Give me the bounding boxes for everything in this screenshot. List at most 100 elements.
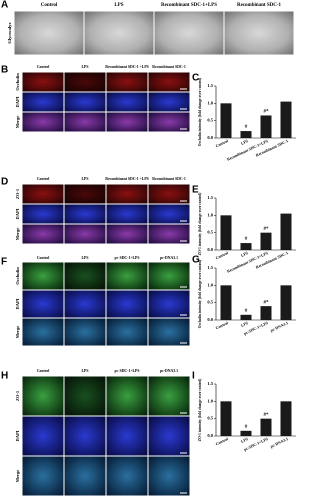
micrograph bbox=[64, 92, 106, 112]
y-tick-label: 0.0 bbox=[207, 247, 213, 252]
micrograph bbox=[22, 112, 64, 132]
micrograph bbox=[148, 416, 190, 456]
micrograph bbox=[106, 416, 148, 456]
micrograph bbox=[64, 204, 106, 224]
panel-letter: E bbox=[192, 185, 199, 196]
row-label: DAPI bbox=[15, 208, 20, 219]
y-tick-label: 0.5 bbox=[207, 416, 213, 421]
bar bbox=[260, 418, 272, 436]
bar bbox=[260, 232, 272, 250]
micrograph bbox=[148, 224, 190, 244]
bar bbox=[220, 401, 232, 436]
significance-mark: # bbox=[245, 237, 248, 242]
row-label: Occludin bbox=[15, 73, 20, 91]
micrograph bbox=[22, 184, 64, 204]
micrograph bbox=[84, 11, 154, 55]
x-tick-label: pc-DNA3.1 bbox=[269, 436, 288, 449]
row-label: DAPI bbox=[15, 430, 20, 441]
x-tick-label: Control bbox=[215, 320, 230, 331]
bar bbox=[260, 115, 272, 138]
micrograph bbox=[64, 456, 106, 496]
column-header: LPS bbox=[82, 256, 89, 260]
x-tick-label: LPS bbox=[240, 138, 249, 146]
micrograph bbox=[22, 224, 64, 244]
x-tick-label: Control bbox=[215, 138, 230, 149]
significance-mark: #* bbox=[264, 227, 270, 232]
micrograph bbox=[22, 416, 64, 456]
column-header: LPS bbox=[114, 3, 123, 8]
micrograph bbox=[154, 11, 224, 55]
micrograph bbox=[148, 112, 190, 132]
micrograph bbox=[148, 72, 190, 92]
y-axis-label: ZO-1 intensity (fold change over control… bbox=[198, 192, 202, 255]
column-header: pc-SDC-1+LPS bbox=[115, 369, 140, 373]
y-tick-label: 0.0 bbox=[207, 433, 213, 438]
panel-letter: A bbox=[1, 0, 8, 11]
micrograph bbox=[148, 290, 190, 318]
significance-mark: # bbox=[245, 309, 248, 314]
panel-letter: I bbox=[192, 371, 195, 382]
column-header: Recombinant SDC-1 +LPS bbox=[105, 65, 149, 69]
y-tick-label: 1.0 bbox=[207, 282, 213, 287]
micrograph bbox=[106, 290, 148, 318]
y-axis-label: ZO-1 intensity (fold change over control… bbox=[198, 378, 202, 441]
column-header: Control bbox=[37, 256, 50, 260]
micrograph bbox=[64, 290, 106, 318]
column-header: Recombinant SDC-1 bbox=[237, 3, 282, 8]
column-header: Recombinant SDC-1 +LPS bbox=[105, 177, 149, 181]
micrograph bbox=[64, 318, 106, 346]
significance-mark: # bbox=[245, 425, 248, 430]
micrograph bbox=[148, 376, 190, 416]
micrograph bbox=[22, 456, 64, 496]
micrograph bbox=[224, 11, 294, 55]
column-header: LPS bbox=[82, 65, 89, 69]
column-header: Recombinant SDC-1+LPS bbox=[161, 3, 217, 8]
figure: A Control LPS Recombinant SDC-1+LPS Recombin… bbox=[1, 0, 296, 496]
row-label: DAPI bbox=[15, 298, 20, 309]
micrograph bbox=[64, 112, 106, 132]
y-axis-label: Occludin intensity (fold change over con… bbox=[198, 77, 202, 146]
column-header: pc-SDC-1+LPS bbox=[115, 256, 140, 260]
micrograph bbox=[64, 376, 106, 416]
bar bbox=[280, 285, 292, 320]
significance-mark: # bbox=[245, 125, 248, 130]
y-tick-label: 0.5 bbox=[207, 230, 213, 235]
row-label: Occludin bbox=[15, 267, 20, 285]
x-tick-label: LPS bbox=[240, 320, 249, 328]
column-header: Control bbox=[37, 369, 50, 373]
row-label: DAPI bbox=[15, 96, 20, 107]
row-label: Merge bbox=[15, 470, 20, 483]
significance-mark: #* bbox=[264, 413, 270, 418]
y-tick-label: 0.0 bbox=[207, 135, 213, 140]
column-header: pc-DNA3.1 bbox=[160, 256, 178, 260]
panel-letter: D bbox=[1, 177, 8, 188]
micrograph bbox=[22, 290, 64, 318]
column-header: LPS bbox=[82, 369, 89, 373]
panel-letter: F bbox=[1, 257, 7, 268]
y-tick-label: 0.5 bbox=[207, 300, 213, 305]
bar bbox=[220, 215, 232, 250]
row-label: Merge bbox=[15, 326, 20, 339]
column-header: Recombinant SDC-1 bbox=[152, 65, 186, 69]
row-label: Merge bbox=[15, 116, 20, 129]
panel-letter: G bbox=[192, 255, 200, 266]
y-tick-label: 1.5 bbox=[207, 83, 213, 88]
bar bbox=[240, 243, 252, 250]
row-label: ZO-1 bbox=[15, 188, 20, 199]
significance-mark: #* bbox=[264, 300, 270, 305]
bar bbox=[280, 401, 292, 436]
column-header: Control bbox=[41, 3, 58, 8]
micrograph bbox=[106, 184, 148, 204]
column-header: Control bbox=[37, 177, 50, 181]
micrograph bbox=[106, 456, 148, 496]
bar bbox=[240, 314, 252, 320]
bar bbox=[240, 131, 252, 138]
micrograph bbox=[106, 224, 148, 244]
y-tick-label: 1.5 bbox=[207, 381, 213, 386]
column-header: LPS bbox=[82, 177, 89, 181]
micrograph bbox=[106, 92, 148, 112]
x-tick-label: pc-DNA3.1 bbox=[269, 320, 288, 333]
column-header: pc-DNA3.1 bbox=[160, 369, 178, 373]
bar bbox=[240, 430, 252, 436]
row-label: ZO-1 bbox=[15, 390, 20, 401]
